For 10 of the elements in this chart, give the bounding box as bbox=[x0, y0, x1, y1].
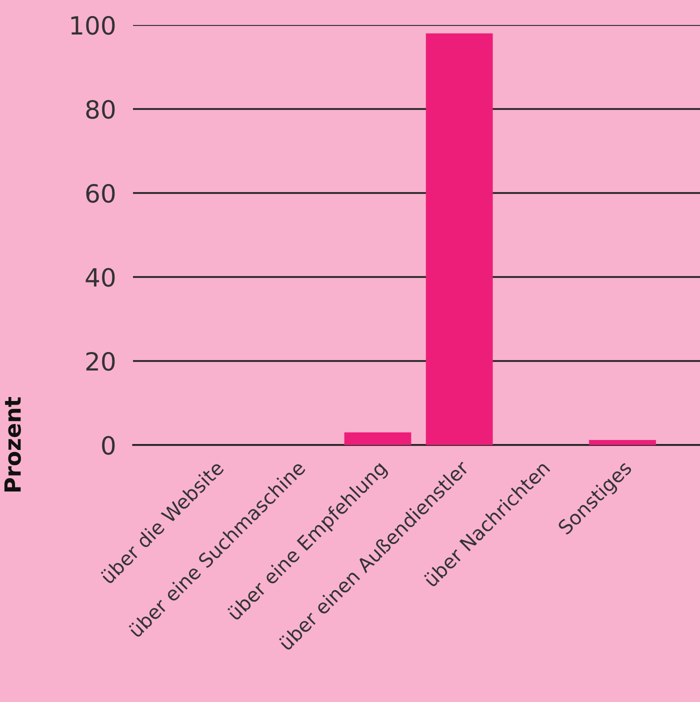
y-axis-title: Prozent bbox=[4, 397, 21, 492]
bar bbox=[426, 33, 493, 445]
y-tick-label: 60 bbox=[86, 184, 115, 203]
y-tick-label: 40 bbox=[86, 268, 115, 287]
y-tick-label: 80 bbox=[86, 100, 115, 119]
y-tick-label: 0 bbox=[102, 436, 115, 455]
bar bbox=[589, 440, 656, 445]
y-tick-label: 20 bbox=[86, 352, 115, 371]
y-tick-label: 100 bbox=[71, 16, 115, 35]
bar bbox=[344, 432, 412, 445]
